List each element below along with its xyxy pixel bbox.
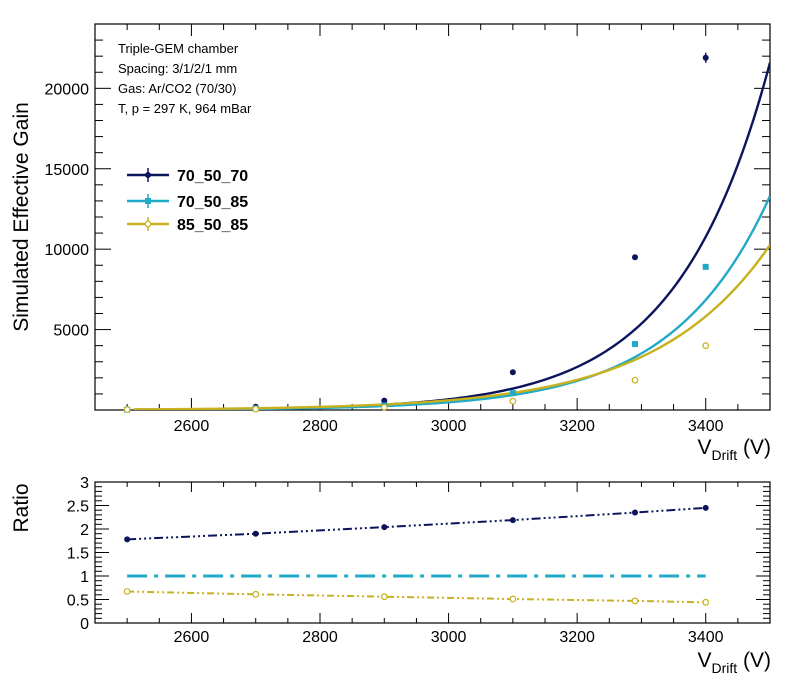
gain-x-tick-label: 2800 <box>302 418 338 435</box>
ratio-x-axis-label: VDrift (V) <box>697 649 771 674</box>
legend-marker-70_50_70 <box>145 172 151 178</box>
ratio-point-3 <box>509 595 517 603</box>
annotation-conditions: T, p = 297 K, 964 mBar <box>118 101 252 116</box>
legend-marker-85_50_85 <box>144 220 152 228</box>
ratio-point-1 <box>381 524 388 531</box>
ratio-point-3 <box>631 597 639 605</box>
ratio-line-3 <box>127 590 706 604</box>
ratio-y-tick-label: 1 <box>80 569 89 586</box>
annotation-gas: Gas: Ar/CO2 (70/30) <box>118 81 237 96</box>
ratio-point-1 <box>509 517 516 524</box>
gain-x-tick-label: 3000 <box>431 418 467 435</box>
ratio-point-3 <box>123 588 131 595</box>
legend-label-70_50_70: 70_50_70 <box>177 168 248 185</box>
gain-y-tick-label: 10000 <box>45 242 90 259</box>
gain-x-tick-label: 3200 <box>559 418 595 435</box>
ratio-point-3 <box>380 593 388 601</box>
ratio-y-tick-label: 0.5 <box>67 593 89 610</box>
ratio-y-ticks: 0 0.5 1 1.5 2 2.5 3 <box>67 475 770 633</box>
gain-fit-curves <box>133 62 770 410</box>
gain-panel: 2600 2800 3000 3200 3400 5000 10000 15000 20000… <box>10 23 771 463</box>
gain-x-tick-label: 2600 <box>174 418 210 435</box>
ratio-line-1 <box>127 506 706 541</box>
ratio-lines <box>127 506 706 604</box>
ratio-y-tick-label: 2.5 <box>67 499 89 516</box>
ratio-y-axis-label: Ratio <box>10 483 33 532</box>
ratio-point-1 <box>252 530 259 537</box>
ratio-data-points <box>123 504 710 606</box>
data-point-85_50_85 <box>380 403 388 411</box>
ratio-y-tick-label: 0 <box>80 616 89 633</box>
ratio-point-1 <box>124 536 131 543</box>
data-point-85_50_85 <box>509 397 517 405</box>
data-point-70_50_70 <box>381 397 388 404</box>
data-point-85_50_85 <box>123 406 131 413</box>
gain-data-points <box>123 52 710 413</box>
ratio-y-tick-label: 1.5 <box>67 546 89 563</box>
data-point-70_50_70 <box>509 369 516 376</box>
gain-y-tick-label: 15000 <box>45 162 90 179</box>
fit-curve-85_50_85 <box>133 244 770 410</box>
ratio-x-tick-label: 3200 <box>559 629 595 646</box>
ratio-x-tick-label: 2600 <box>174 629 210 646</box>
data-point-85_50_85 <box>631 376 639 384</box>
ratio-panel: 2600 2800 3000 3200 3400 0 0.5 1 1.5 2 2.5 3 Ratio… <box>10 475 771 674</box>
legend-label-70_50_85: 70_50_85 <box>177 194 248 211</box>
data-point-70_50_70 <box>632 254 638 261</box>
ratio-point-1 <box>702 504 709 511</box>
ratio-y-tick-label: 3 <box>80 475 89 492</box>
data-point-70_50_85 <box>509 390 516 397</box>
legend: 70_50_70 70_50_85 85_50_85 <box>127 168 248 234</box>
gain-x-axis-label: VDrift (V) <box>697 436 771 463</box>
ratio-x-ticks: 2600 2800 3000 3200 3400 <box>94 482 771 646</box>
data-point-85_50_85 <box>702 342 710 350</box>
gain-x-tick-label: 3400 <box>688 418 724 435</box>
data-point-85_50_85 <box>252 405 260 413</box>
gain-y-tick-label: 5000 <box>53 323 89 340</box>
gain-y-axis-label: Simulated Effective Gain <box>10 102 33 332</box>
ratio-x-tick-label: 2800 <box>302 629 338 646</box>
ratio-point-3 <box>702 598 710 606</box>
ratio-point-1 <box>632 509 638 516</box>
annotation-box: Triple-GEM chamber Spacing: 3/1/2/1 mm G… <box>118 41 252 116</box>
gain-y-tick-label: 20000 <box>45 81 90 98</box>
data-point-70_50_85 <box>702 263 709 270</box>
gain-y-ticks: 5000 10000 15000 20000 <box>45 23 770 411</box>
ratio-x-tick-label: 3000 <box>431 629 467 646</box>
legend-marker-70_50_85 <box>145 198 151 204</box>
ratio-y-tick-label: 2 <box>80 522 89 539</box>
ratio-x-tick-label: 3400 <box>688 629 724 646</box>
annotation-chamber: Triple-GEM chamber <box>118 41 239 56</box>
legend-label-85_50_85: 85_50_85 <box>177 217 248 234</box>
data-point-70_50_85 <box>632 341 638 348</box>
gain-x-ticks: 2600 2800 3000 3200 3400 <box>94 24 771 435</box>
ratio-point-3 <box>252 590 260 598</box>
annotation-spacing: Spacing: 3/1/2/1 mm <box>118 61 237 76</box>
